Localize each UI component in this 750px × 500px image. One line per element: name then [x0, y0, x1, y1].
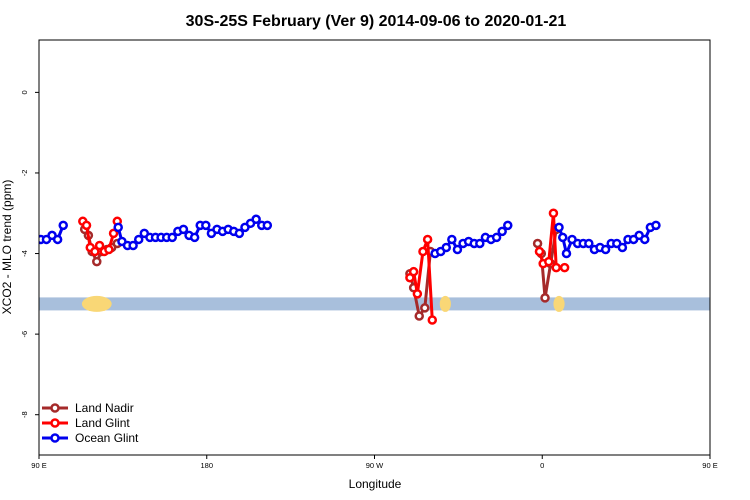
chart-title: 30S-25S February (Ver 9) 2014-09-06 to 2…: [186, 13, 567, 30]
data-point-land-glint: [408, 266, 419, 277]
data-point-land-glint: [559, 262, 570, 273]
data-point-ocean-glint: [558, 232, 568, 243]
data-point-land-glint: [81, 220, 92, 231]
data-point-land-glint: [108, 228, 119, 239]
data-point-land-glint: [104, 244, 114, 255]
data-point-land-glint: [551, 262, 561, 273]
y-tick-label: 0: [20, 90, 29, 94]
legend-marker-land-nadir: [50, 403, 60, 413]
x-tick-label: 90 E: [31, 461, 46, 470]
data-point-ocean-glint: [554, 222, 564, 233]
data-point-land-glint: [534, 246, 545, 257]
data-point-land-nadir: [540, 293, 550, 303]
data-point-land-glint: [427, 315, 438, 325]
x-tick-label: 0: [540, 461, 544, 470]
x-axis: 90 E 180 90 W 0 90 E: [31, 455, 718, 470]
data-point-land-nadir: [414, 311, 424, 321]
y-tick-label: -8: [20, 411, 29, 418]
land-band-segment: [553, 295, 565, 312]
data-point-ocean-glint: [128, 240, 138, 251]
series-layer: [39, 208, 661, 325]
data-point-ocean-glint: [503, 220, 513, 231]
ocean-band: [39, 297, 710, 311]
y-tick-label: -4: [20, 250, 29, 257]
data-point-ocean-glint: [600, 244, 611, 255]
x-axis-label: Longitude: [349, 477, 402, 491]
data-point-ocean-glint: [201, 220, 211, 231]
data-point-land-glint: [90, 246, 100, 257]
data-point-land-glint: [94, 240, 105, 251]
data-point-ocean-glint: [640, 234, 650, 245]
data-point-ocean-glint: [58, 220, 68, 231]
data-point-ocean-glint: [617, 242, 628, 253]
data-point-land-nadir: [532, 238, 543, 249]
data-point-ocean-glint: [234, 228, 245, 239]
data-point-ocean-glint: [262, 220, 273, 231]
data-point-ocean-glint: [475, 238, 485, 249]
data-point-ocean-glint: [561, 248, 572, 259]
data-point-land-nadir: [92, 256, 102, 267]
data-point-ocean-glint: [113, 222, 123, 233]
data-point-ocean-glint: [491, 232, 502, 243]
y-axis-label: XCO2 - MLO trend (ppm): [0, 180, 14, 315]
y-tick-label: -2: [20, 170, 29, 177]
legend-marker-land-glint: [50, 418, 60, 428]
data-point-land-glint: [418, 246, 428, 257]
data-point-ocean-glint: [452, 244, 463, 255]
legend-label-land-nadir: Land Nadir: [75, 401, 134, 415]
data-point-ocean-glint: [447, 234, 457, 245]
data-point-land-glint: [412, 289, 423, 299]
x-tick-label: 90 W: [366, 461, 384, 470]
land-band-segment: [81, 295, 112, 312]
data-point-ocean-glint: [178, 224, 189, 235]
data-point-ocean-glint: [251, 214, 261, 225]
land-band-segment: [439, 295, 451, 312]
y-tick-label: -6: [20, 331, 29, 338]
x-tick-label: 180: [200, 461, 213, 470]
data-point-ocean-glint: [497, 226, 507, 237]
data-point-land-glint: [548, 208, 559, 219]
y-axis: 0 -2 -4 -6 -8: [20, 90, 39, 418]
data-point-ocean-glint: [441, 242, 452, 253]
series-land-glint: [78, 208, 570, 325]
legend-label-ocean-glint: Ocean Glint: [75, 431, 139, 445]
legend-marker-ocean-glint: [50, 433, 60, 443]
data-point-ocean-glint: [584, 238, 594, 249]
band-layer: [39, 295, 710, 312]
x-tick-label: 90 E: [702, 461, 717, 470]
legend-label-land-glint: Land Glint: [75, 416, 130, 430]
data-point-ocean-glint: [167, 232, 178, 243]
data-point-ocean-glint: [133, 234, 144, 245]
data-point-land-nadir: [420, 303, 430, 313]
series-ocean-glint: [39, 214, 661, 259]
data-point-land-glint: [422, 234, 433, 245]
data-point-ocean-glint: [52, 234, 63, 245]
data-point-ocean-glint: [189, 232, 200, 243]
data-point-ocean-glint: [651, 220, 661, 231]
data-point-land-glint: [544, 256, 554, 267]
